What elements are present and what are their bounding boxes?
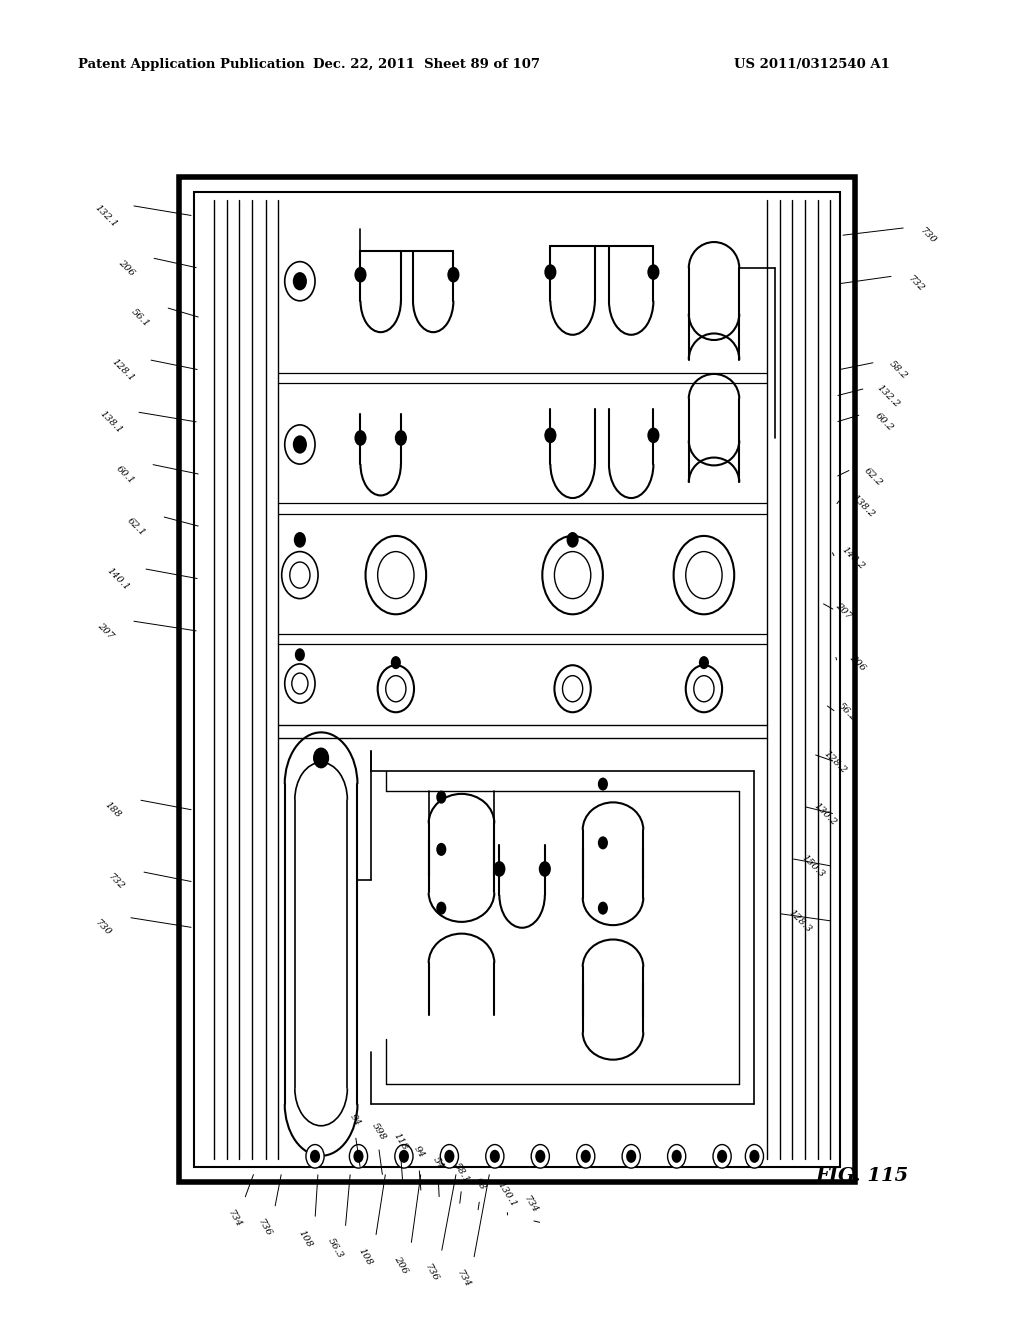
Text: 138.2: 138.2: [850, 492, 877, 519]
Circle shape: [436, 843, 446, 855]
Text: 132.2: 132.2: [874, 383, 901, 409]
Text: 128.2: 128.2: [822, 748, 848, 775]
Text: 118: 118: [392, 1131, 410, 1152]
Circle shape: [313, 747, 329, 768]
Text: Patent Application Publication: Patent Application Publication: [78, 58, 304, 71]
Text: 188: 188: [103, 800, 123, 820]
Circle shape: [717, 1150, 727, 1163]
Circle shape: [566, 532, 579, 548]
Circle shape: [306, 1144, 325, 1168]
Circle shape: [545, 428, 556, 444]
Text: 206: 206: [848, 653, 867, 672]
Circle shape: [436, 791, 446, 804]
Text: 94: 94: [412, 1144, 426, 1160]
Text: 56.3: 56.3: [326, 1236, 345, 1259]
Circle shape: [447, 267, 460, 282]
Text: 60.1: 60.1: [115, 463, 136, 486]
Circle shape: [598, 777, 608, 791]
Circle shape: [489, 1150, 500, 1163]
Text: 58.2: 58.2: [887, 359, 908, 381]
Text: US 2011/0312540 A1: US 2011/0312540 A1: [734, 58, 890, 71]
Text: 734: 734: [522, 1195, 540, 1214]
Circle shape: [626, 1150, 636, 1163]
Text: 62.2: 62.2: [862, 466, 885, 488]
Text: 56.1: 56.1: [129, 306, 152, 329]
Text: 128.1: 128.1: [110, 356, 136, 383]
Circle shape: [391, 656, 400, 669]
Text: 128.3: 128.3: [786, 908, 813, 935]
Bar: [194, 193, 841, 1167]
Circle shape: [485, 1144, 504, 1168]
Text: 207: 207: [96, 622, 116, 642]
Text: 207: 207: [834, 601, 853, 620]
Text: 60.2: 60.2: [872, 412, 895, 433]
Circle shape: [647, 428, 659, 444]
Text: 62.1: 62.1: [125, 516, 147, 537]
Text: 54: 54: [431, 1155, 445, 1171]
Circle shape: [750, 1150, 760, 1163]
Text: 58.1: 58.1: [452, 1162, 471, 1185]
Circle shape: [545, 264, 556, 280]
Circle shape: [293, 272, 307, 290]
Circle shape: [668, 1144, 686, 1168]
Circle shape: [598, 837, 608, 849]
Circle shape: [745, 1144, 764, 1168]
Circle shape: [536, 1150, 546, 1163]
Text: 140.2: 140.2: [841, 545, 866, 572]
Circle shape: [531, 1144, 549, 1168]
Text: 206: 206: [392, 1254, 410, 1275]
Circle shape: [440, 1144, 459, 1168]
Circle shape: [672, 1150, 682, 1163]
Text: 68: 68: [472, 1176, 486, 1192]
Circle shape: [436, 902, 446, 915]
Text: 730: 730: [919, 226, 938, 246]
Text: 736: 736: [256, 1218, 273, 1238]
Circle shape: [293, 436, 307, 454]
Text: 108: 108: [357, 1246, 374, 1267]
Circle shape: [294, 532, 306, 548]
Text: 736: 736: [423, 1262, 439, 1283]
Circle shape: [494, 861, 506, 876]
Text: Dec. 22, 2011  Sheet 89 of 107: Dec. 22, 2011 Sheet 89 of 107: [312, 58, 540, 71]
Text: 734: 734: [455, 1269, 472, 1290]
Text: 56.2: 56.2: [837, 701, 858, 723]
Bar: [178, 177, 855, 1183]
Text: 734: 734: [225, 1209, 243, 1229]
Circle shape: [647, 264, 659, 280]
Circle shape: [354, 430, 367, 446]
Text: 130.2: 130.2: [812, 801, 839, 828]
Text: 206: 206: [117, 259, 136, 279]
Circle shape: [395, 1144, 413, 1168]
Text: 598: 598: [370, 1121, 387, 1142]
Text: 140.1: 140.1: [104, 566, 131, 593]
Text: 150.3: 150.3: [800, 853, 826, 879]
Circle shape: [539, 861, 551, 876]
Text: 130.1: 130.1: [496, 1180, 518, 1209]
Circle shape: [698, 656, 709, 669]
Text: 108: 108: [296, 1228, 313, 1249]
Text: 732: 732: [906, 275, 926, 293]
Circle shape: [310, 1150, 321, 1163]
Circle shape: [354, 267, 367, 282]
Text: 732: 732: [106, 873, 126, 892]
Circle shape: [581, 1150, 591, 1163]
Circle shape: [295, 648, 305, 661]
Circle shape: [395, 430, 407, 446]
Circle shape: [623, 1144, 640, 1168]
Circle shape: [577, 1144, 595, 1168]
Circle shape: [353, 1150, 364, 1163]
Text: 132.1: 132.1: [93, 203, 119, 230]
Text: 138.1: 138.1: [98, 409, 124, 436]
Circle shape: [444, 1150, 455, 1163]
Circle shape: [399, 1150, 409, 1163]
Text: 730: 730: [93, 917, 113, 937]
Circle shape: [598, 902, 608, 915]
Circle shape: [713, 1144, 731, 1168]
Text: FIG. 115: FIG. 115: [815, 1167, 908, 1185]
Text: 94: 94: [348, 1111, 362, 1127]
Circle shape: [349, 1144, 368, 1168]
